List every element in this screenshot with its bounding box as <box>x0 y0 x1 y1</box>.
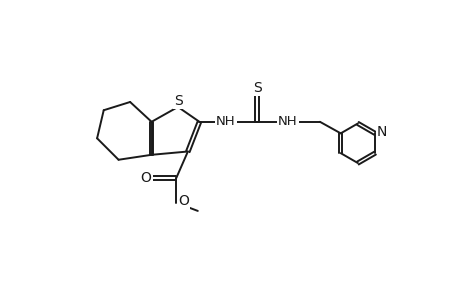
Text: O: O <box>178 194 189 208</box>
Text: NH: NH <box>278 115 297 128</box>
Text: S: S <box>252 81 261 95</box>
Text: O: O <box>140 171 151 185</box>
Text: NH: NH <box>216 115 235 128</box>
Text: N: N <box>376 125 386 139</box>
Text: S: S <box>174 94 183 108</box>
